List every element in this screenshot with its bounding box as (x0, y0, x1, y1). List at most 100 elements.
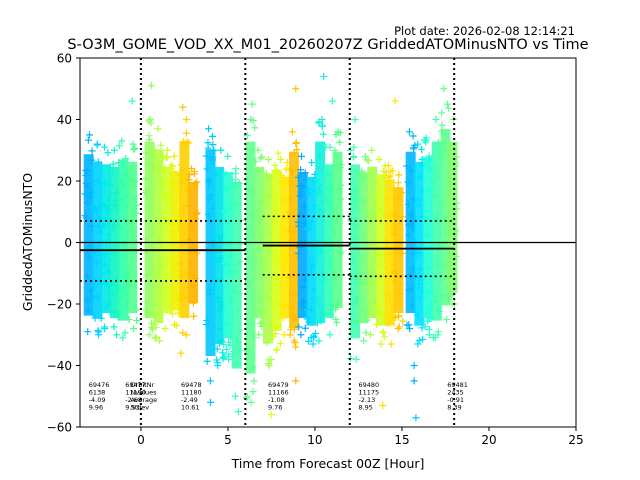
data-point (303, 186, 311, 194)
data-point (279, 173, 287, 181)
data-point (267, 355, 275, 363)
data-point (359, 173, 367, 181)
data-point (438, 275, 446, 283)
data-point (316, 188, 324, 196)
data-point (272, 260, 280, 268)
data-point (365, 307, 373, 315)
outlier-point (412, 414, 420, 422)
data-point (94, 294, 102, 302)
data-point (250, 334, 258, 342)
data-point (188, 248, 196, 256)
data-point (385, 312, 393, 320)
data-point (234, 306, 242, 314)
data-point (433, 175, 441, 183)
data-point (452, 226, 460, 234)
data-point (376, 260, 384, 268)
stats-average: -2.13 (358, 396, 375, 404)
data-point (452, 252, 460, 260)
data-point (145, 132, 153, 140)
data-point (229, 353, 237, 361)
data-point (159, 276, 167, 284)
data-point (399, 317, 407, 325)
data-point (406, 325, 414, 333)
data-point (81, 212, 89, 220)
data-point (205, 177, 213, 185)
data-point (243, 347, 251, 355)
data-point (245, 237, 253, 245)
data-point (297, 166, 305, 174)
data-point (433, 293, 441, 301)
orbit-column-2 (98, 143, 115, 333)
outlier-point (351, 116, 359, 123)
stats-average: -0.91 (447, 396, 464, 404)
data-point (434, 306, 442, 314)
stats-nvalues: 11190 (125, 389, 146, 397)
data-point (82, 179, 90, 187)
data-point (207, 191, 215, 199)
data-point (374, 306, 382, 314)
data-point (145, 117, 153, 125)
data-point (373, 220, 381, 228)
data-point (358, 229, 366, 237)
column-core (127, 161, 138, 314)
data-point (299, 297, 307, 305)
data-point (220, 353, 228, 361)
data-point (286, 209, 294, 217)
data-point (84, 273, 92, 281)
data-point (95, 331, 103, 339)
outlier-point (248, 100, 256, 108)
data-point (146, 116, 154, 123)
data-point (336, 195, 344, 203)
data-point (86, 131, 94, 139)
data-point (252, 255, 260, 263)
data-point (316, 152, 324, 160)
data-point (128, 227, 136, 235)
data-point (378, 308, 386, 316)
data-point (222, 320, 230, 328)
data-point (445, 296, 453, 304)
data-point (332, 203, 340, 211)
data-point (297, 188, 305, 196)
data-point (109, 289, 117, 297)
x-tick-label: 0 (137, 433, 145, 447)
data-point (157, 141, 165, 149)
data-point (350, 153, 358, 161)
data-point (288, 181, 296, 189)
column-core (384, 179, 395, 326)
data-point (390, 229, 398, 237)
data-point (368, 267, 376, 275)
data-point (189, 281, 197, 289)
data-point (333, 211, 341, 219)
data-point (397, 281, 405, 289)
data-point (350, 186, 358, 194)
data-point (349, 318, 357, 326)
data-point (373, 320, 381, 328)
column-core (358, 171, 369, 324)
data-point (274, 275, 282, 283)
data-point (414, 340, 422, 348)
data-point (133, 306, 141, 314)
data-point (281, 301, 289, 309)
data-point (220, 250, 228, 258)
stats-orbit: 69481 (447, 381, 468, 389)
data-point (294, 173, 302, 181)
stats-header-label: Nvalues (130, 389, 157, 397)
data-point (438, 292, 446, 300)
data-point (264, 294, 272, 302)
data-point (295, 222, 303, 230)
data-point (415, 284, 423, 292)
data-point (277, 179, 285, 187)
outlier-point (440, 85, 448, 93)
data-point (374, 251, 382, 259)
x-tick-label: 10 (307, 433, 322, 447)
data-point (118, 252, 126, 260)
column-core (306, 176, 317, 326)
data-point (131, 278, 139, 286)
plot-area: 694766138-4.099.966947711190-2.689.53694… (47, 52, 584, 448)
data-point (377, 340, 385, 348)
data-point (392, 277, 400, 285)
data-point (447, 291, 455, 299)
stats-nvalues: 2435 (447, 389, 464, 397)
data-point (190, 312, 198, 320)
data-point (126, 272, 134, 280)
